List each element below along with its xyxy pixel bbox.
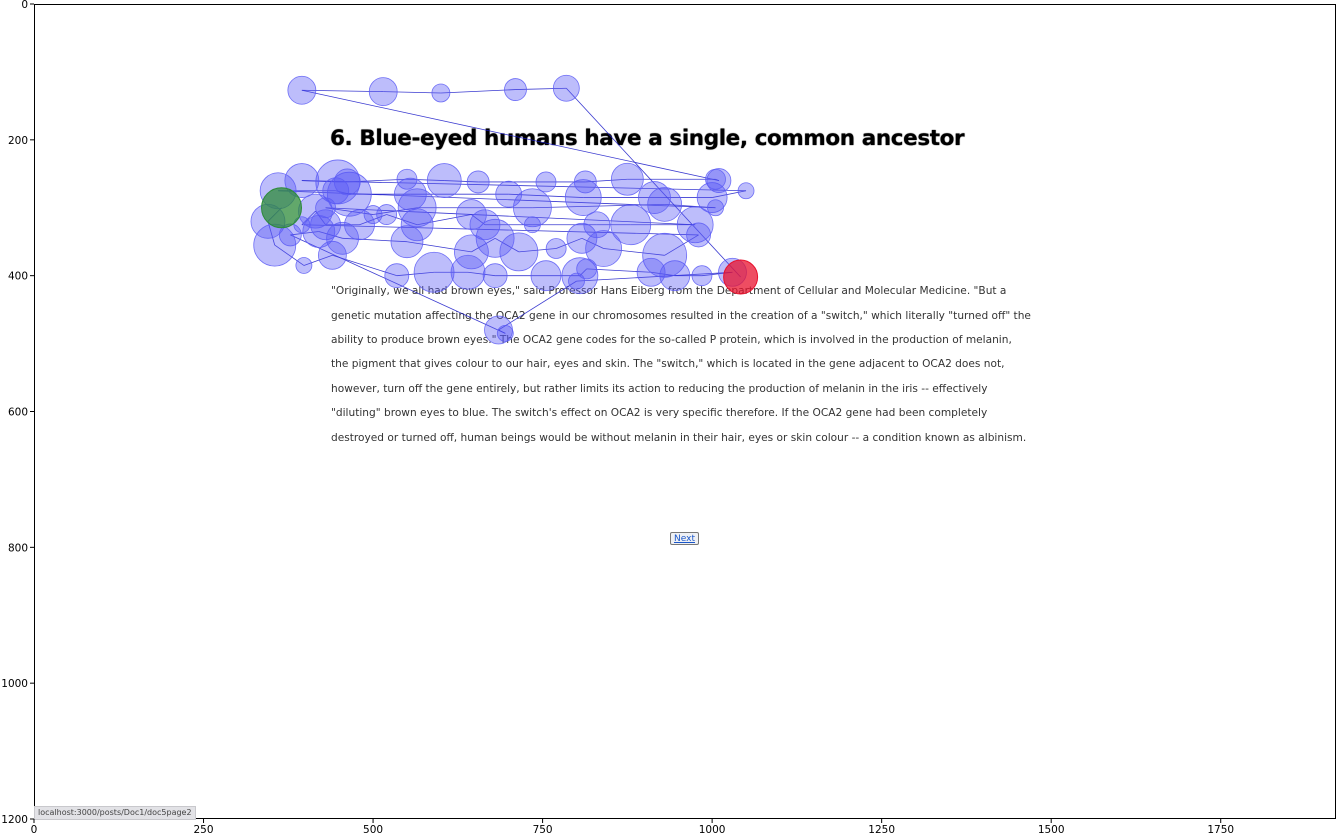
x-tick-label: 1500 bbox=[1038, 824, 1065, 836]
next-button[interactable]: Next bbox=[670, 532, 699, 545]
x-tick-label: 1750 bbox=[1207, 824, 1234, 836]
y-tick-label: 1000 bbox=[1, 678, 28, 690]
paragraph-line: however, turn off the gene entirely, but… bbox=[331, 383, 988, 395]
status-bar-url: localhost:3000/posts/Doc1/doc5page2 bbox=[34, 806, 196, 820]
paragraph-line: destroyed or turned off, human beings wo… bbox=[331, 432, 1027, 444]
x-tick-label: 0 bbox=[31, 824, 38, 836]
paragraph-line: ability to produce brown eyes." The OCA2… bbox=[331, 334, 1012, 346]
x-tick-label: 500 bbox=[363, 824, 383, 836]
y-tick-label: 0 bbox=[21, 0, 28, 11]
paragraph-line: "diluting" brown eyes to blue. The switc… bbox=[331, 407, 988, 419]
y-tick-label: 600 bbox=[8, 407, 28, 419]
y-tick-label: 400 bbox=[8, 271, 28, 283]
x-tick-label: 1250 bbox=[868, 824, 895, 836]
y-tick-label: 800 bbox=[8, 542, 28, 554]
page-title: 6. Blue-eyed humans have a single, commo… bbox=[330, 126, 965, 151]
paragraph-line: the pigment that gives colour to our hai… bbox=[331, 358, 1005, 370]
x-tick-label: 750 bbox=[533, 824, 553, 836]
x-tick-label: 1000 bbox=[699, 824, 726, 836]
paragraph-line: "Originally, we all had brown eyes," sai… bbox=[331, 285, 1007, 297]
y-tick-label: 1200 bbox=[1, 814, 28, 826]
y-tick-label: 200 bbox=[8, 135, 28, 147]
paragraph-line: genetic mutation affecting the OCA2 gene… bbox=[331, 310, 1031, 322]
x-tick-label: 250 bbox=[194, 824, 214, 836]
